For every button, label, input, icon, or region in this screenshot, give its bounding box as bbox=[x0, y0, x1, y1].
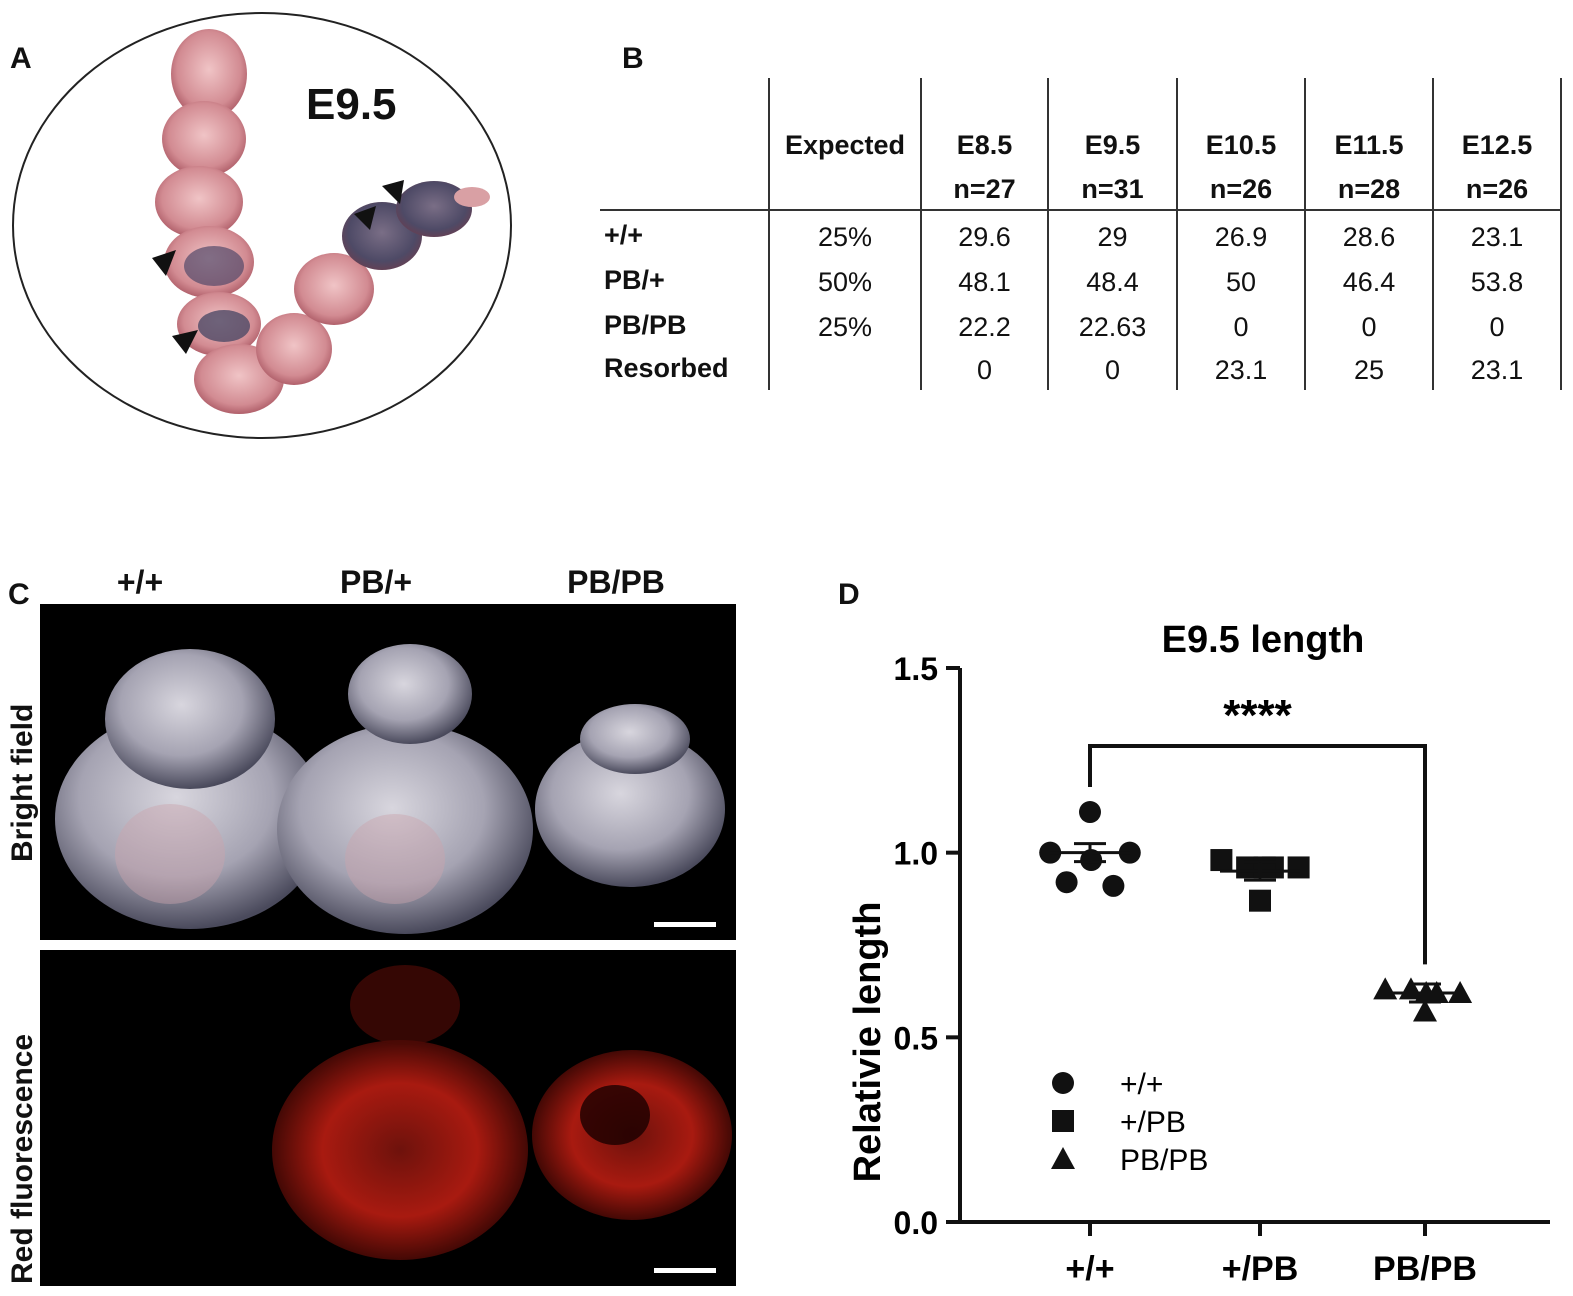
fluorescent-embryo-heterozygous bbox=[272, 965, 528, 1260]
table-cell: 29.6 bbox=[958, 222, 1011, 252]
table-cell: 22.2 bbox=[958, 312, 1011, 342]
x-tick-label: PB/PB bbox=[1373, 1250, 1477, 1288]
uterus-photo: E9.5 bbox=[12, 12, 512, 439]
legend-label: +/PB bbox=[1120, 1106, 1186, 1139]
header-stage: E8.5 bbox=[956, 130, 1013, 160]
table-cell: 28.6 bbox=[1342, 222, 1396, 252]
header-stage: E9.5 bbox=[1084, 130, 1141, 160]
y-tick-label: 0.5 bbox=[894, 1020, 938, 1056]
y-tick-label: 1.5 bbox=[894, 651, 938, 687]
left-uterine-horn bbox=[155, 29, 284, 414]
fluorescence-embryos bbox=[272, 965, 732, 1260]
header-count: n=26 bbox=[1465, 174, 1529, 204]
y-tick-labels: 0.0 0.5 1.0 1.5 bbox=[894, 651, 960, 1241]
arrowhead-markers bbox=[152, 180, 404, 354]
panel-label-d: D bbox=[838, 578, 860, 611]
y-tick-label: 0.0 bbox=[894, 1205, 938, 1241]
table-cell: 22.63 bbox=[1078, 312, 1147, 342]
panel-label-a: A bbox=[10, 42, 32, 75]
point-circle bbox=[1052, 1072, 1074, 1094]
mean-error-bars bbox=[1050, 842, 1465, 1004]
panel-label-c: C bbox=[8, 578, 30, 611]
red-fluorescence-image bbox=[40, 950, 736, 1286]
header-stage: E11.5 bbox=[1334, 130, 1404, 160]
row-label: PB/+ bbox=[604, 265, 665, 295]
stage-label: E9.5 bbox=[306, 80, 397, 129]
table-cell: 48.4 bbox=[1086, 267, 1139, 297]
point-triangle bbox=[1373, 977, 1398, 1000]
legend-label: PB/PB bbox=[1120, 1144, 1208, 1177]
point-square bbox=[1287, 856, 1310, 879]
row-title-red-fluorescence: Red fluorescence bbox=[6, 1033, 39, 1284]
x-tick-label: +/PB bbox=[1222, 1250, 1299, 1288]
table-cell: 0 bbox=[1104, 355, 1121, 385]
header-expected: Expected bbox=[784, 130, 906, 160]
table-cell: 48.1 bbox=[958, 267, 1011, 297]
significance-stars: **** bbox=[1223, 691, 1292, 740]
chart-legend: +/+ +/PB PB/PB bbox=[1051, 1068, 1208, 1177]
x-tick-labels: +/+ +/PB PB/PB bbox=[1065, 1222, 1477, 1288]
table-cell: 0 bbox=[1489, 312, 1505, 342]
embryo-wildtype bbox=[55, 649, 325, 929]
scale-bar bbox=[654, 922, 716, 927]
column-header: +/+ bbox=[116, 564, 164, 600]
data-points bbox=[1039, 801, 1473, 1022]
row-label: PB/PB bbox=[604, 310, 687, 340]
right-uterine-horn bbox=[256, 181, 490, 385]
point-triangle bbox=[1051, 1147, 1075, 1169]
significance-line bbox=[1088, 744, 1427, 965]
column-header: PB/PB bbox=[567, 564, 665, 600]
chart-axes bbox=[958, 668, 1550, 1224]
header-stage: E12.5 bbox=[1461, 130, 1533, 160]
embryo-heterozygous bbox=[277, 644, 533, 934]
table-cell: 29 bbox=[1097, 222, 1128, 252]
table-cell: 25% bbox=[817, 312, 873, 342]
scale-bar bbox=[654, 1268, 716, 1273]
chart-title: E9.5 length bbox=[1162, 619, 1365, 661]
uterus-illustration bbox=[152, 29, 490, 414]
column-header: PB/+ bbox=[339, 564, 413, 600]
x-tick-label: +/+ bbox=[1065, 1250, 1114, 1288]
point-square bbox=[1249, 889, 1271, 912]
bright-field-image bbox=[40, 604, 736, 940]
point-circle bbox=[1079, 801, 1101, 824]
point-circle bbox=[1055, 871, 1078, 894]
significance-bracket: **** bbox=[1088, 691, 1427, 965]
bright-field-embryos bbox=[55, 644, 725, 934]
table-cell: 0 bbox=[1361, 312, 1377, 342]
table-cell: 50 bbox=[1225, 267, 1257, 297]
y-axis-label: Relativie length bbox=[847, 902, 889, 1183]
point-square bbox=[1052, 1110, 1074, 1132]
table-cell: 25 bbox=[1353, 355, 1385, 385]
row-label: Resorbed bbox=[604, 353, 729, 383]
header-count: n=27 bbox=[953, 174, 1016, 204]
point-square bbox=[1210, 849, 1233, 872]
point-circle bbox=[1102, 874, 1125, 897]
table-cell: 0 bbox=[976, 355, 993, 385]
table-cell: 23.1 bbox=[1470, 222, 1524, 252]
fluorescent-embryo-homozygous bbox=[532, 1050, 732, 1220]
table-cell: 23.1 bbox=[1470, 355, 1524, 385]
point-triangle bbox=[1413, 999, 1437, 1022]
table-cell: 46.4 bbox=[1342, 267, 1396, 297]
point-square bbox=[1253, 856, 1276, 879]
table-cell: 50% bbox=[817, 267, 873, 297]
legend-label: +/+ bbox=[1120, 1068, 1163, 1101]
table-cell: 0 bbox=[1233, 312, 1249, 342]
table-cell: 53.8 bbox=[1470, 267, 1524, 297]
row-title-bright-field: Bright field bbox=[6, 703, 39, 862]
panel-label-b: B bbox=[622, 42, 644, 75]
y-tick-label: 1.0 bbox=[894, 836, 938, 872]
table-cell: 23.1 bbox=[1214, 355, 1268, 385]
header-count: n=26 bbox=[1209, 174, 1273, 204]
embryo-homozygous bbox=[535, 704, 725, 887]
genotype-table: Expected E8.5 n=27 E9.5 n=31 E10.5 n=26 … bbox=[600, 78, 1562, 390]
row-label: +/+ bbox=[604, 220, 644, 250]
table-cell: 26.9 bbox=[1214, 222, 1268, 252]
header-stage: E10.5 bbox=[1205, 130, 1277, 160]
header-count: n=28 bbox=[1337, 174, 1401, 204]
length-chart: E9.5 length Relativie length 0.0 0.5 1.0 1.… bbox=[847, 619, 1550, 1288]
table-cell: 25% bbox=[817, 222, 873, 252]
header-count: n=31 bbox=[1081, 174, 1144, 204]
